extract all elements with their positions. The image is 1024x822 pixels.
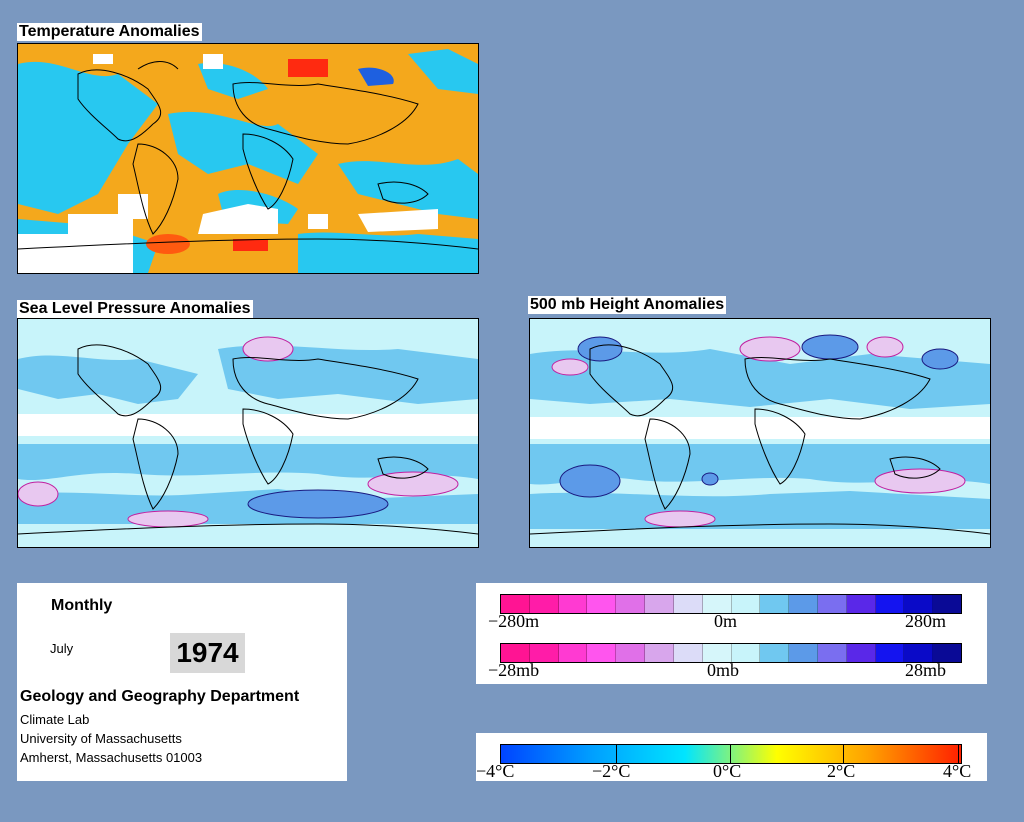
legend-swatch <box>846 595 876 613</box>
temp-tick <box>500 744 501 764</box>
height500-panel-title: 500 mb Height Anomalies <box>528 296 727 314</box>
temp-tick <box>616 744 617 764</box>
legend-swatch <box>817 595 847 613</box>
legend-swatch <box>558 644 588 662</box>
slp-anomaly-map <box>17 318 479 548</box>
legend-swatch <box>731 595 761 613</box>
temp-label-minus4: −4°C <box>476 761 515 781</box>
address-label: Amherst, Massachusetts 01003 <box>20 750 203 765</box>
temp-label-minus2: −2°C <box>592 761 631 781</box>
pressure-legend-max: 28mb <box>905 660 947 680</box>
legend-swatch <box>616 595 646 613</box>
temp-label-plus2: 2°C <box>827 761 856 781</box>
legend-swatch <box>789 644 818 662</box>
legend-swatch <box>645 644 674 662</box>
pressure-legend-min: −28mb <box>488 660 540 680</box>
legend-swatch <box>875 644 905 662</box>
legend-swatch <box>933 644 961 662</box>
height500-anomaly-map <box>529 318 991 548</box>
legend-swatch <box>904 595 934 613</box>
year-label: 1974 <box>170 633 245 673</box>
height-legend-max: 280m <box>905 611 947 631</box>
legend-swatch <box>760 644 790 662</box>
legend-swatch <box>558 595 588 613</box>
pressure-legend-mid: 0mb <box>707 660 740 680</box>
slp-panel-title: Sea Level Pressure Anomalies <box>17 300 253 318</box>
anomaly-color-legend: −280m 0m 280m −28mb 0mb 28mb <box>476 583 987 684</box>
temp-tick <box>843 744 844 764</box>
legend-swatch <box>529 644 559 662</box>
legend-swatch <box>587 595 617 613</box>
legend-swatch <box>673 644 703 662</box>
legend-swatch <box>645 595 674 613</box>
temp-label-plus4: 4°C <box>943 761 972 781</box>
legend-swatch <box>817 644 847 662</box>
height-color-bar <box>500 594 962 614</box>
temp-label-zero: 0°C <box>713 761 742 781</box>
legend-swatch <box>501 595 530 613</box>
university-label: University of Massachusetts <box>20 731 182 746</box>
legend-swatch <box>789 595 818 613</box>
legend-swatch <box>760 595 790 613</box>
legend-swatch <box>731 644 761 662</box>
legend-swatch <box>587 644 617 662</box>
info-panel: Monthly July 1974 Geology and Geography … <box>17 583 347 781</box>
legend-swatch <box>933 595 961 613</box>
temperature-color-legend: −4°C −2°C 0°C 2°C 4°C <box>476 733 987 781</box>
temp-tick <box>958 744 959 764</box>
frequency-label: Monthly <box>51 597 113 614</box>
pressure-color-bar <box>500 643 962 663</box>
lab-label: Climate Lab <box>20 712 90 727</box>
legend-swatch <box>702 595 732 613</box>
height-legend-min: −280m <box>488 611 540 631</box>
legend-swatch <box>904 644 934 662</box>
temperature-panel-title: Temperature Anomalies <box>17 23 202 41</box>
legend-swatch <box>846 644 876 662</box>
legend-swatch <box>875 595 905 613</box>
legend-swatch <box>529 595 559 613</box>
legend-swatch <box>501 644 530 662</box>
legend-swatch <box>702 644 732 662</box>
temp-tick <box>730 744 731 764</box>
month-label: July <box>50 641 74 656</box>
height-legend-mid: 0m <box>714 611 738 631</box>
temperature-anomaly-map <box>17 43 479 274</box>
legend-swatch <box>616 644 646 662</box>
legend-swatch <box>673 595 703 613</box>
department-label: Geology and Geography Department <box>20 688 300 705</box>
